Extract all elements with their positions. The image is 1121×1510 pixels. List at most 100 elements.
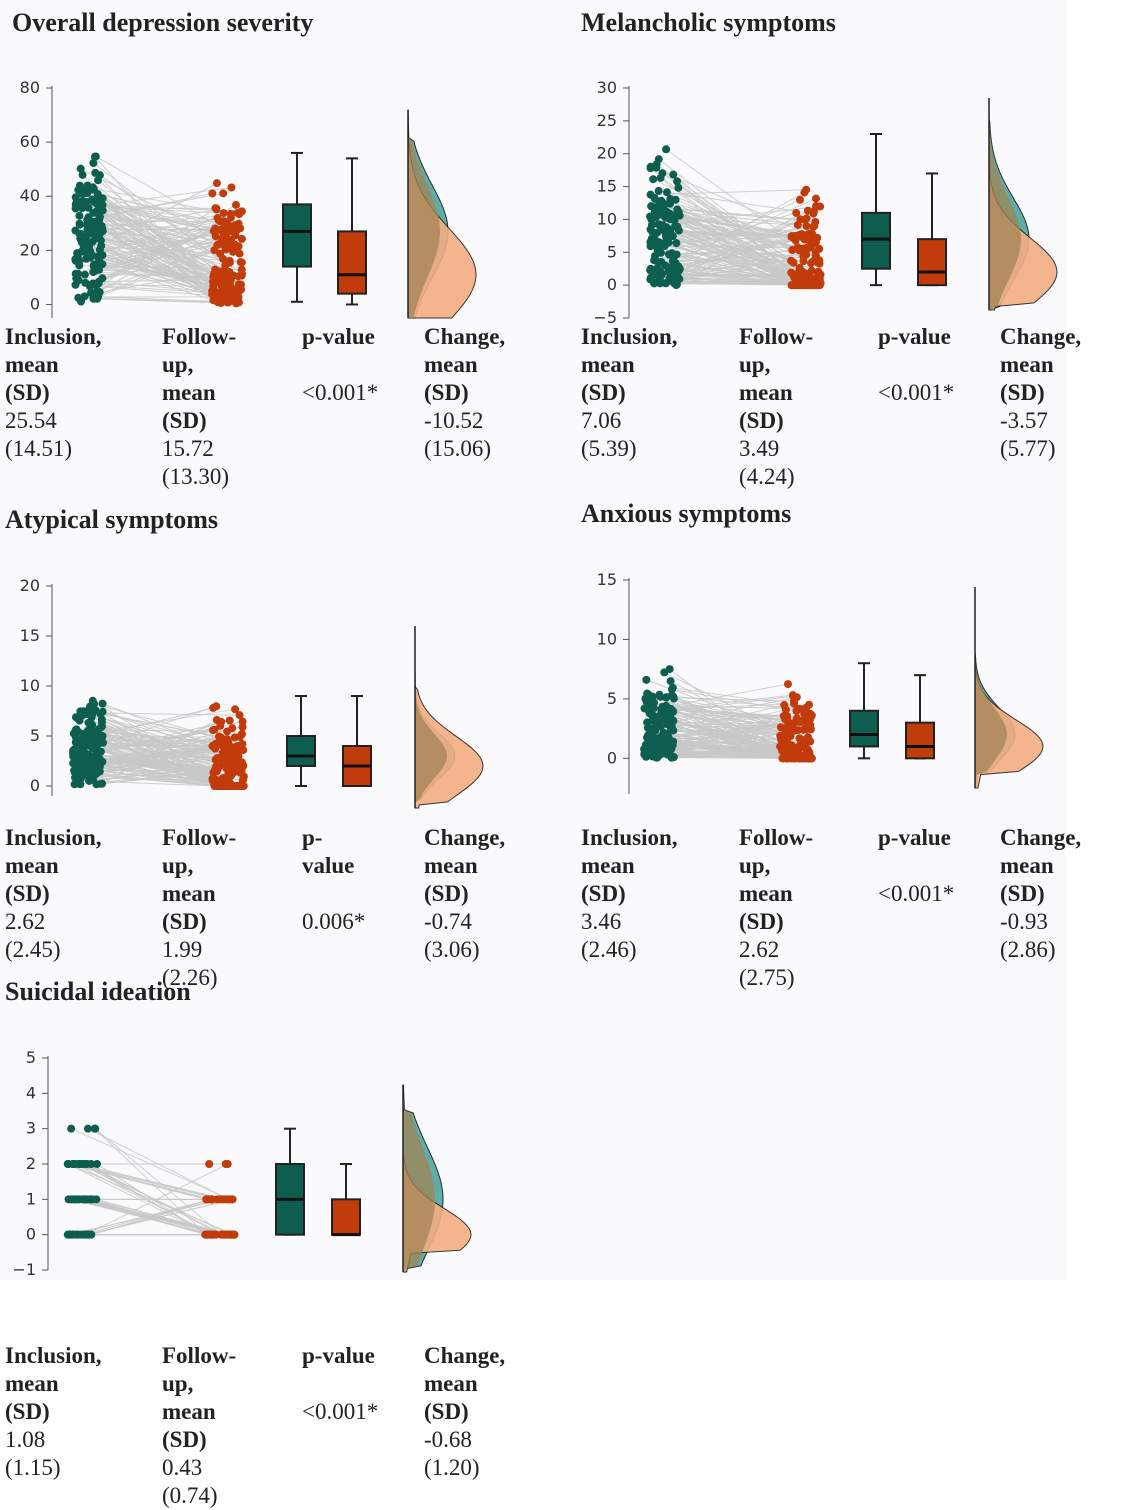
inclusion-point (647, 693, 655, 701)
stat-change: Change, mean (SD) -10.52 (15.06) (424, 323, 505, 463)
y-tick-label: 0 (26, 1225, 36, 1244)
stat-pvalue-value: <0.001* (878, 379, 954, 407)
boxplot-followup (918, 173, 946, 285)
inclusion-point (85, 777, 93, 785)
y-tick-label: 5 (26, 1048, 36, 1067)
y-tick-label: 1 (26, 1189, 36, 1208)
inclusion-point (75, 753, 83, 761)
followup-point (227, 782, 235, 790)
inclusion-point (98, 260, 106, 268)
y-tick-label: 10 (597, 629, 617, 648)
inclusion-point (77, 165, 85, 173)
inclusion-point (75, 212, 83, 220)
followup-point (802, 718, 810, 726)
followup-point (798, 267, 806, 275)
inclusion-point (76, 221, 84, 229)
stat-change-header: Change, mean (SD) (424, 323, 505, 407)
stat-inclusion-header: Inclusion, mean (SD) (581, 824, 678, 908)
stat-change-header: Change, mean (SD) (424, 824, 505, 908)
inclusion-point (669, 684, 677, 692)
followup-point (216, 1195, 224, 1203)
inclusion-point (666, 752, 674, 760)
followup-point (226, 282, 234, 290)
followup-point (231, 231, 239, 239)
inclusion-point (665, 227, 673, 235)
followup-point (812, 195, 820, 203)
boxplot-followup (332, 1164, 360, 1235)
paired-lines (68, 1129, 235, 1235)
inclusion-point (94, 209, 102, 217)
inclusion-point (646, 275, 654, 283)
y-tick-label: 15 (20, 626, 40, 645)
stat-inclusion-value: 1.08 (1.15) (5, 1426, 102, 1482)
y-tick-label: 2 (26, 1154, 36, 1173)
stat-pvalue-value: <0.001* (302, 1398, 378, 1426)
inclusion-point (92, 1195, 100, 1203)
followup-point (794, 726, 802, 734)
followup-point (236, 711, 244, 719)
inclusion-point (664, 264, 672, 272)
stat-change-value: -0.74 (3.06) (424, 908, 505, 964)
stat-pvalue-header: p-value (878, 824, 954, 852)
inclusion-point (672, 239, 680, 247)
followup-point (224, 770, 232, 778)
inclusion-point (89, 183, 97, 191)
stat-followup-value: 15.72 (13.30) (162, 435, 236, 491)
inclusion-point (77, 186, 85, 194)
followup-point (220, 231, 228, 239)
stat-change: Change, mean (SD) -3.57 (5.77) (1000, 323, 1081, 463)
y-tick-label: 5 (607, 689, 617, 708)
followup-point (812, 251, 820, 259)
y-tick-label: 0 (607, 748, 617, 767)
stat-pvalue-header: p-value (302, 323, 378, 351)
inclusion-point (93, 762, 101, 770)
inclusion-point (657, 258, 665, 266)
stat-change-value: -10.52 (15.06) (424, 407, 505, 463)
y-tick-label: −1 (12, 1260, 36, 1279)
y-tick-label: 0 (607, 275, 617, 294)
inclusion-point (83, 1231, 91, 1239)
followup-point (214, 298, 222, 306)
followup-point (785, 746, 793, 754)
followup-point (800, 231, 808, 239)
stat-pvalue-value: <0.001* (302, 379, 378, 407)
stat-followup: Follow-up, mean (SD) 15.72 (13.30) (162, 323, 236, 491)
followup-point (204, 1195, 212, 1203)
inclusion-point (90, 261, 98, 269)
inclusion-point (658, 750, 666, 758)
followup-point (809, 223, 817, 231)
inclusion-point (655, 187, 663, 195)
followup-point (801, 216, 809, 224)
stat-followup-header: Follow-up, mean (SD) (162, 1342, 236, 1454)
boxplot-followup-iqr (906, 723, 934, 759)
inclusion-point (69, 747, 77, 755)
inclusion-point (67, 1125, 75, 1133)
inclusion-point (657, 174, 665, 182)
followup-point (793, 693, 801, 701)
followup-point (805, 754, 813, 762)
y-tick-label: 80 (20, 78, 40, 97)
followup-point (815, 259, 823, 267)
inclusion-point (650, 704, 658, 712)
panel-title: Melancholic symptoms (581, 8, 836, 38)
followup-point (230, 244, 238, 252)
followup-point (794, 717, 802, 725)
followup-point (209, 704, 217, 712)
inclusion-point (74, 294, 82, 302)
stat-inclusion: Inclusion, mean (SD) 25.54 (14.51) (5, 323, 102, 463)
inclusion-point (87, 753, 95, 761)
y-tick-label: 5 (30, 726, 40, 745)
stat-inclusion-value: 3.46 (2.46) (581, 908, 678, 964)
stat-pvalue: p-value <0.001* (878, 824, 954, 908)
panel-title: Anxious symptoms (581, 499, 791, 529)
paired-line (74, 1164, 219, 1199)
inclusion-point (655, 155, 663, 163)
inclusion-point (668, 251, 676, 259)
stat-pvalue: p-value 0.006* (302, 824, 365, 936)
stat-followup-value: 3.49 (4.24) (739, 435, 813, 491)
stat-inclusion-value: 2.62 (2.45) (5, 908, 102, 964)
inclusion-point (94, 190, 102, 198)
inclusion-point (652, 164, 660, 172)
y-tick-label: 10 (597, 209, 617, 228)
